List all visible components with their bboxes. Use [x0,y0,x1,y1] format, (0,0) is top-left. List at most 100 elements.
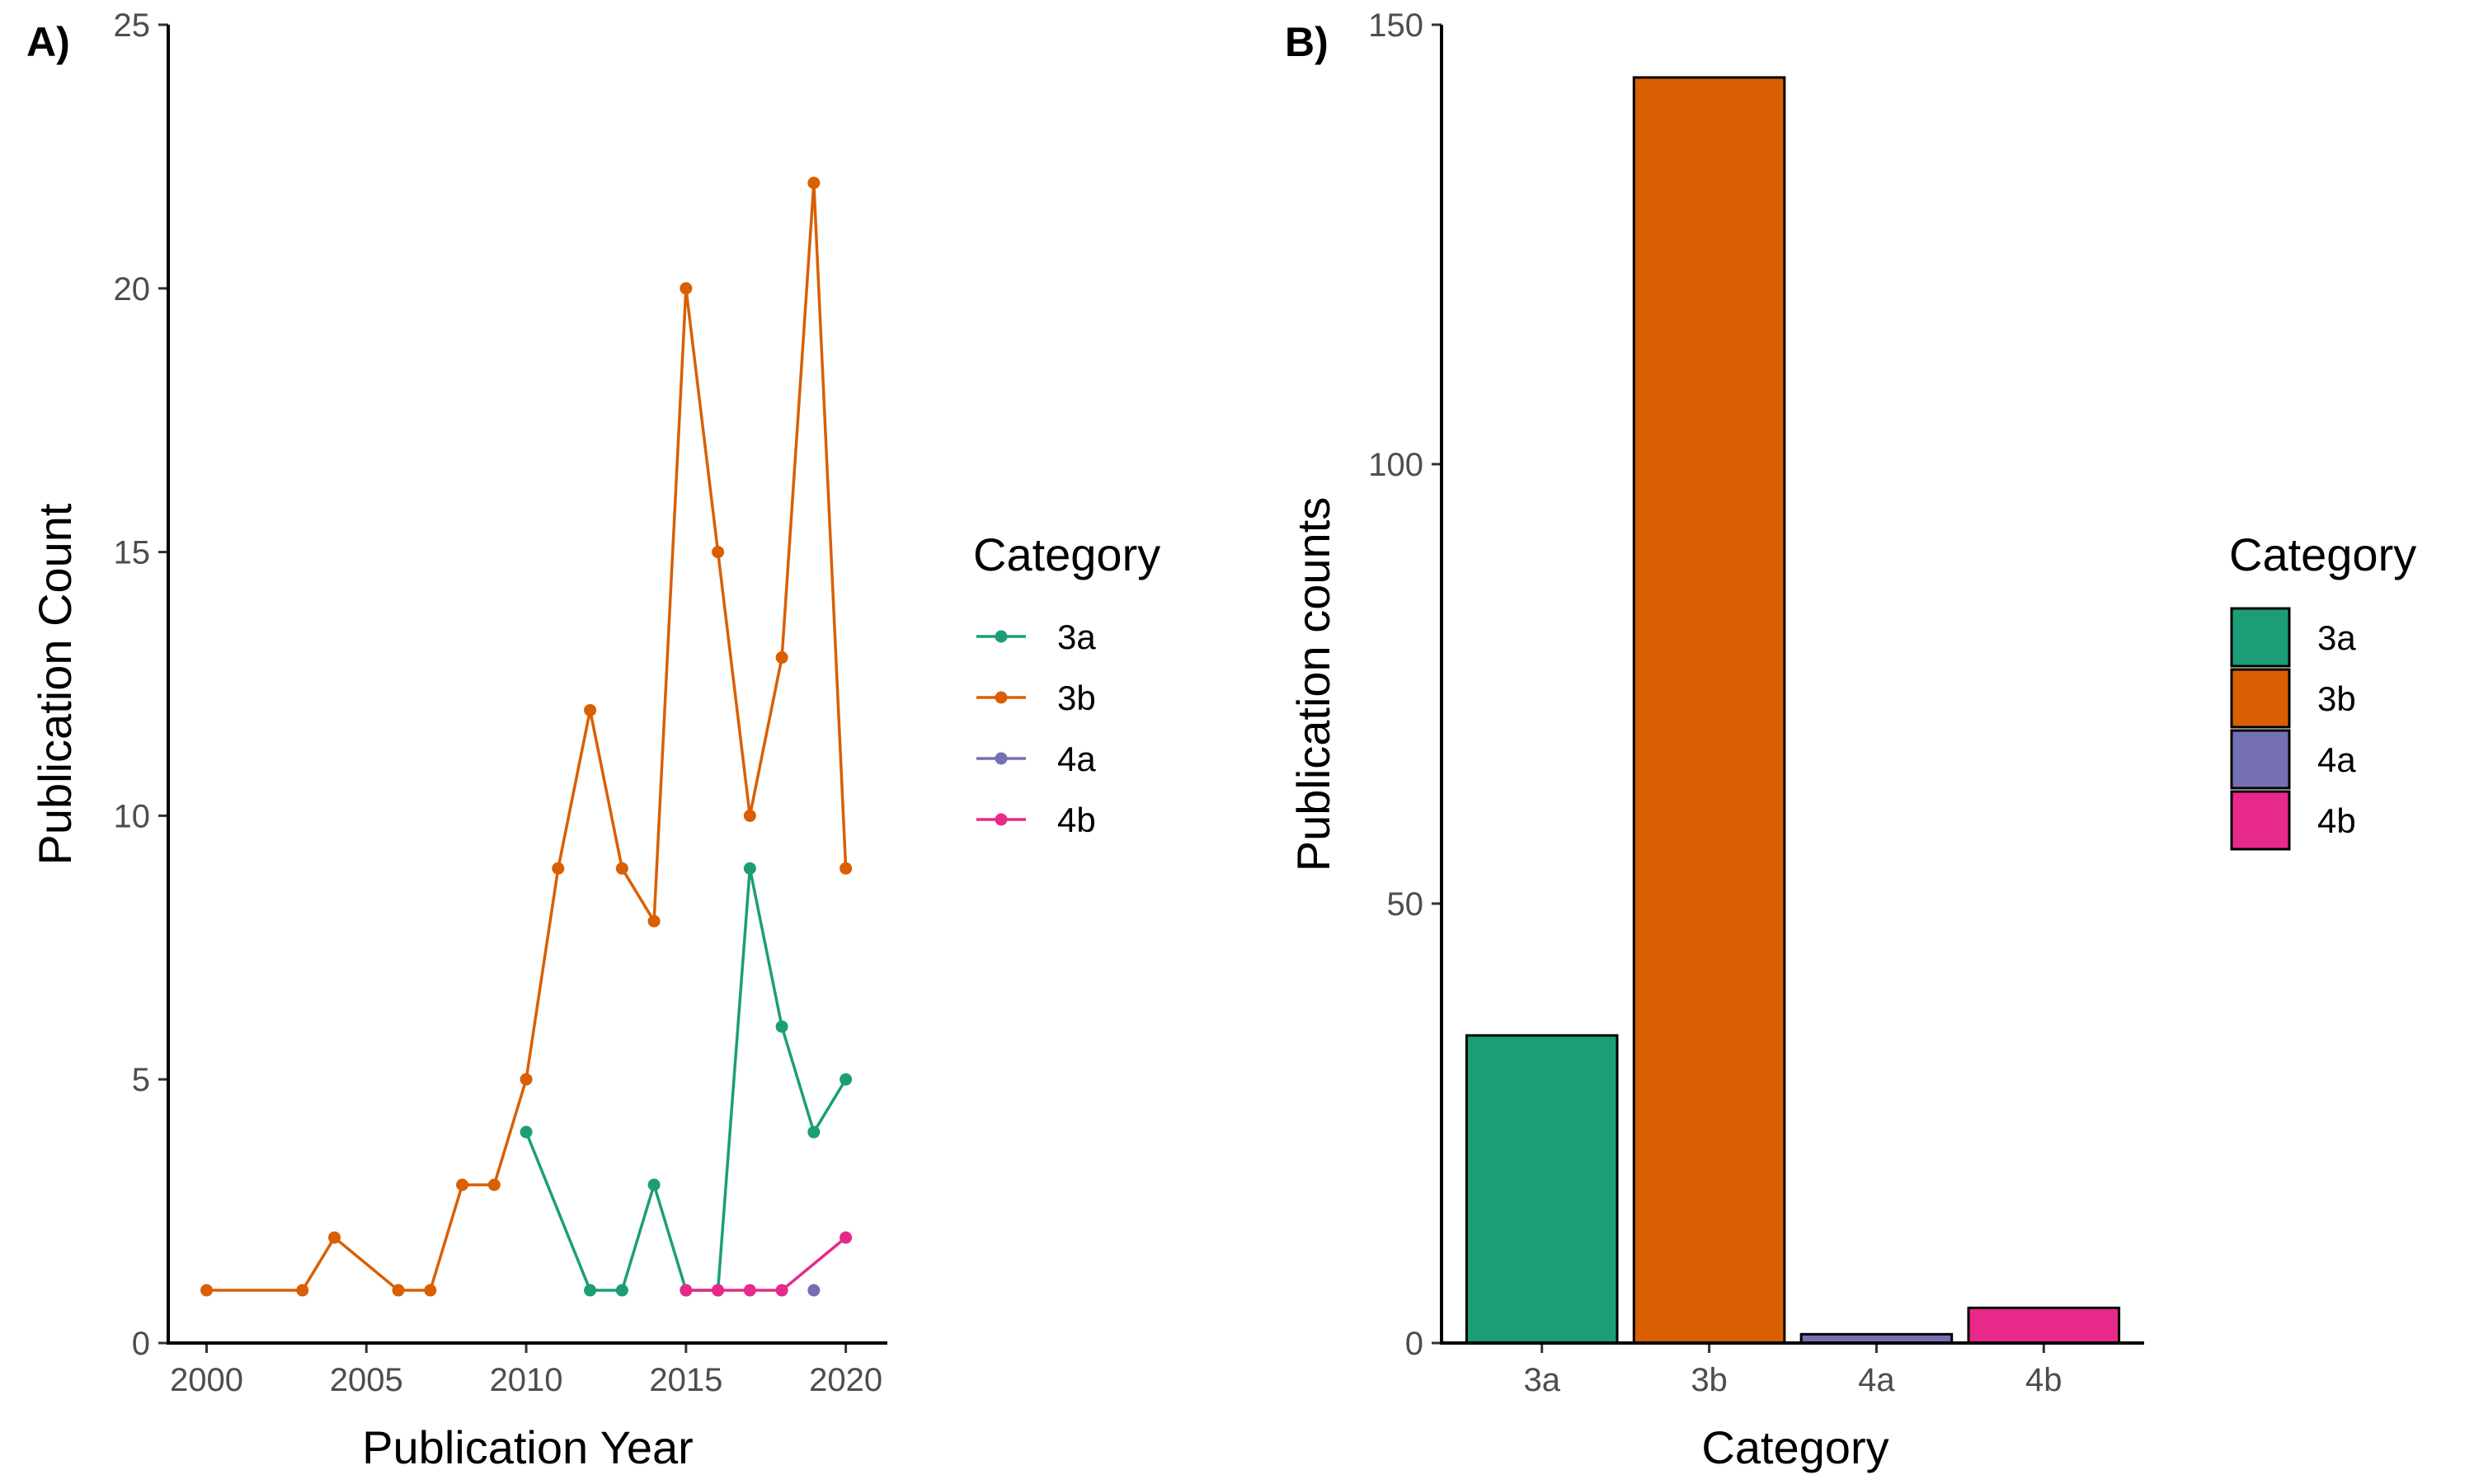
series-3b [200,176,853,1297]
y-tick-label: 5 [132,1062,150,1098]
legend-item-3b: 3b [2230,668,2356,729]
data-point [647,914,661,928]
data-point [552,862,565,875]
data-point [615,1284,628,1297]
line-chart-ticks: 0 5 10 15 20 25 2000 2005 2010 2015 2020 [114,7,883,1398]
data-point [584,1284,597,1297]
y-tick-label: 50 [1387,886,1424,923]
x-tick-label: 3a [1523,1362,1560,1398]
line-chart-legend-title: Category [973,528,1160,580]
legend-label: 3b [2317,679,2356,718]
series-line [206,181,848,1292]
bar-chart-legend-title: Category [2229,528,2416,580]
series-4b [680,1231,853,1297]
legend-item-4b: 4b [976,801,1096,839]
series-3a [520,862,853,1297]
y-tick-label: 0 [132,1326,150,1362]
x-tick-label: 2020 [809,1362,882,1398]
data-point [743,809,756,822]
legend-key-point [995,813,1008,826]
bar-chart-bars [1465,76,2121,1345]
data-point [520,1125,533,1139]
legend-key-point [995,752,1008,765]
data-point [840,862,853,875]
legend-key-swatch [2230,790,2291,851]
data-point [456,1178,469,1191]
legend-label: 4b [2317,801,2356,840]
data-point [775,1284,788,1297]
data-point [840,1073,853,1086]
data-point [743,862,756,875]
x-tick-label: 2005 [330,1362,403,1398]
legend-key-swatch [2230,607,2291,668]
data-point [487,1178,501,1191]
series-4a [807,1284,821,1297]
legend-label: 3b [1057,679,1096,717]
line-chart-series [200,176,853,1297]
data-point [392,1284,405,1297]
panel-b-label: B) [1285,19,1329,65]
legend-key-point [995,630,1008,643]
data-point [584,703,597,716]
x-tick-label: 4b [2025,1362,2062,1398]
data-point [807,176,821,190]
data-point [296,1284,309,1297]
data-point [424,1284,437,1297]
legend-label: 4b [1057,801,1096,839]
data-point [743,1284,756,1297]
legend-item-4b: 4b [2230,790,2356,851]
legend-label: 4a [1057,740,1096,778]
line-chart-legend: Category 3a 3b 4a 4b [973,528,1160,839]
line-chart-x-title: Publication Year [362,1421,694,1473]
data-point [520,1073,533,1086]
y-tick-label: 15 [114,535,151,571]
x-tick-label: 3b [1691,1362,1728,1398]
data-point [840,1231,853,1244]
bar-3b [1632,76,1786,1345]
bar-chart-legend-items: 3a 3b 4a 4b [2230,607,2356,851]
series-line [524,866,848,1292]
y-tick-label: 150 [1368,7,1423,44]
data-point [680,282,693,295]
bar-chart-panel: B) 0 50 100 150 3a 3b 4a 4b Category Publicatio… [1285,7,2416,1473]
legend-label: 4a [2317,740,2356,779]
bar-chart-y-title: Publication counts [1287,497,1339,872]
data-point [647,1178,661,1191]
line-chart-panel: A) 0 5 10 15 20 25 2000 2005 2010 2015 2020 Public… [26,7,1160,1473]
bar-chart-legend: Category 3a 3b 4a 4b [2229,528,2416,851]
x-tick-label: 2000 [170,1362,243,1398]
y-tick-label: 0 [1405,1326,1423,1362]
x-tick-label: 2015 [649,1362,722,1398]
data-point [775,651,788,665]
legend-key-point [995,691,1008,704]
y-tick-label: 10 [114,798,151,834]
legend-item-3a: 3a [976,618,1096,656]
x-tick-label: 4a [1858,1362,1895,1398]
y-tick-label: 25 [114,7,151,44]
bar-chart-x-title: Category [1701,1421,1888,1473]
bar-3a [1465,1034,1619,1345]
x-tick-label: 2010 [490,1362,563,1398]
legend-key-swatch [2230,729,2291,790]
legend-label: 3a [2317,618,2356,657]
y-tick-label: 100 [1368,447,1423,483]
data-point [775,1020,788,1033]
y-tick-label: 20 [114,271,151,308]
bar-4b [1967,1306,2121,1345]
legend-item-4a: 4a [976,740,1096,778]
series-line [685,1236,847,1292]
data-point [615,862,628,875]
data-point [712,546,725,559]
legend-item-3a: 3a [2230,607,2356,668]
line-chart-legend-items: 3a 3b 4a 4b [976,618,1096,839]
panel-a-label: A) [26,19,70,65]
data-point [807,1284,821,1297]
data-point [807,1125,821,1139]
legend-item-4a: 4a [2230,729,2356,790]
data-point [680,1284,693,1297]
data-point [328,1231,341,1244]
line-chart-y-title: Publication Count [29,503,81,865]
data-point [712,1284,725,1297]
legend-key-swatch [2230,668,2291,729]
